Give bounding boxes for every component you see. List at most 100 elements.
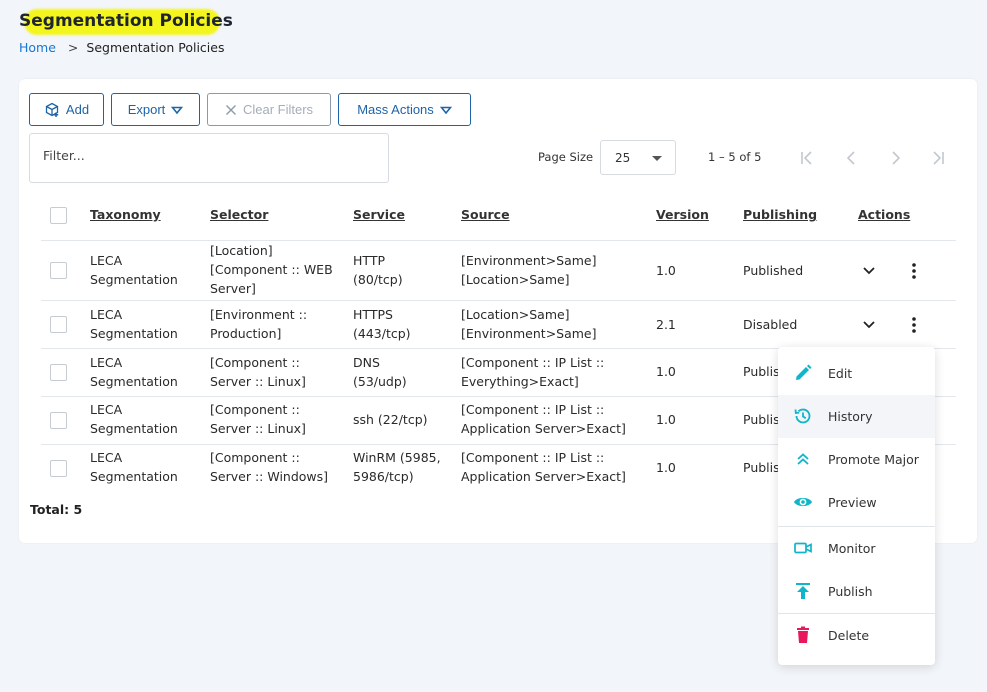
selector-cell: [Component :: Server :: Linux] [210, 355, 306, 389]
service-cell: HTTP (80/tcp) [353, 253, 403, 287]
column-header-selector[interactable]: Selector [210, 207, 269, 222]
menu-item-history[interactable]: History [778, 395, 935, 438]
expand-chevron-icon[interactable] [862, 320, 876, 330]
menu-item-edit[interactable]: Edit [778, 352, 935, 395]
page-size-select[interactable]: 25 [600, 140, 676, 175]
first-page-icon[interactable] [797, 148, 817, 168]
mass-actions-label: Mass Actions [357, 102, 434, 117]
page-size-label: Page Size [538, 150, 594, 164]
column-header-version[interactable]: Version [656, 207, 709, 222]
service-cell: DNS (53/udp) [353, 355, 407, 389]
export-button-label: Export [127, 102, 166, 117]
row-checkbox[interactable] [50, 412, 67, 429]
menu-item-label: Publish [828, 584, 873, 599]
page-size-value: 25 [615, 151, 631, 165]
filter-input[interactable] [43, 148, 373, 163]
menu-item-label: Preview [828, 495, 877, 510]
menu-item-promote-major[interactable]: Promote Major [778, 438, 935, 481]
service-cell: WinRM (5985, 5986/tcp) [353, 450, 441, 484]
trash-icon [797, 626, 809, 643]
menu-divider [778, 526, 935, 527]
menu-item-delete[interactable]: Delete [778, 614, 935, 657]
close-icon [225, 104, 236, 115]
row-checkbox[interactable] [50, 262, 67, 279]
column-header-source[interactable]: Source [461, 207, 510, 222]
menu-item-label: Promote Major [828, 452, 919, 467]
row-divider [41, 396, 956, 397]
publishing-cell: Publis [743, 364, 780, 379]
publishing-cell: Publis [743, 412, 780, 427]
menu-item-monitor[interactable]: Monitor [778, 527, 935, 570]
version-cell: 1.0 [656, 364, 676, 379]
double-chevron-up-icon [797, 453, 809, 465]
mass-actions-button[interactable]: Mass Actions [338, 93, 471, 126]
pagination-range: 1 – 5 of 5 [708, 150, 762, 164]
taxonomy-cell: LECA Segmentation [90, 307, 178, 341]
filter-field[interactable] [29, 133, 389, 183]
publishing-cell: Disabled [743, 317, 798, 332]
publishing-cell: Publis [743, 460, 780, 475]
total-count: Total: 5 [30, 502, 83, 517]
column-header-actions: Actions [858, 207, 911, 222]
selector-cell: [Environment :: Production] [210, 307, 308, 341]
source-cell: [Component :: IP List :: Application Serv… [461, 450, 626, 484]
chevron-down-icon [171, 106, 184, 114]
taxonomy-cell: LECA Segmentation [90, 355, 178, 389]
menu-item-label: History [828, 409, 873, 424]
row-checkbox[interactable] [50, 460, 67, 477]
column-header-service[interactable]: Service [353, 207, 405, 222]
last-page-icon[interactable] [928, 148, 948, 168]
row-checkbox[interactable] [50, 316, 67, 333]
menu-divider [778, 613, 935, 614]
row-checkbox[interactable] [50, 364, 67, 381]
column-header-publishing[interactable]: Publishing [743, 207, 818, 222]
page-title: Segmentation Policies [19, 11, 233, 31]
expand-chevron-icon[interactable] [862, 266, 876, 276]
taxonomy-cell: LECA Segmentation [90, 402, 178, 436]
source-cell: [Environment>Same] [Location>Same] [461, 253, 597, 287]
add-button[interactable]: Add [29, 93, 104, 126]
highlight-mark-title [24, 9, 220, 35]
row-actions-menu: Edit History Promote Major Preview Monit… [778, 347, 935, 665]
menu-item-label: Delete [828, 628, 870, 643]
publishing-cell: Published [743, 263, 804, 278]
add-button-label: Add [65, 102, 90, 117]
menu-item-preview[interactable]: Preview [778, 481, 935, 524]
caret-down-icon [652, 156, 662, 161]
chevron-down-icon [439, 106, 452, 114]
more-vert-icon[interactable] [912, 263, 916, 279]
eye-icon [794, 497, 812, 507]
row-divider [41, 444, 956, 445]
taxonomy-cell: LECA Segmentation [90, 253, 178, 287]
pencil-icon [796, 364, 812, 380]
selector-cell: [Component :: Server :: Linux] [210, 402, 306, 436]
selector-cell: [Location] [Component :: WEB Server] [210, 243, 333, 296]
service-cell: ssh (22/tcp) [353, 412, 428, 427]
version-cell: 1.0 [656, 460, 676, 475]
export-button[interactable]: Export [111, 93, 200, 126]
select-all-checkbox[interactable] [50, 207, 67, 224]
clear-filters-button[interactable]: Clear Filters [207, 93, 331, 126]
selector-cell: [Component :: Server :: Windows] [210, 450, 329, 484]
menu-item-label: Monitor [828, 541, 876, 556]
row-divider [41, 240, 956, 241]
breadcrumb-home-link[interactable]: Home [19, 40, 56, 55]
taxonomy-cell: LECA Segmentation [90, 450, 178, 484]
version-cell: 1.0 [656, 263, 676, 278]
column-header-taxonomy[interactable]: Taxonomy [90, 207, 161, 222]
previous-page-icon[interactable] [842, 148, 862, 168]
version-cell: 1.0 [656, 412, 676, 427]
row-divider [41, 348, 956, 349]
menu-item-publish[interactable]: Publish [778, 570, 935, 613]
video-camera-icon [794, 542, 812, 554]
more-vert-icon[interactable] [912, 317, 916, 333]
source-cell: [Location>Same] [Environment>Same] [461, 307, 597, 341]
history-icon [794, 408, 811, 424]
source-cell: [Component :: IP List :: Application Serv… [461, 402, 626, 436]
service-cell: HTTPS (443/tcp) [353, 307, 411, 341]
clear-filters-label: Clear Filters [242, 102, 314, 117]
menu-item-label: Edit [828, 366, 853, 381]
breadcrumb-current: Segmentation Policies [86, 40, 225, 55]
source-cell: [Component :: IP List :: Everything>Exact… [461, 355, 605, 389]
next-page-icon[interactable] [885, 148, 905, 168]
